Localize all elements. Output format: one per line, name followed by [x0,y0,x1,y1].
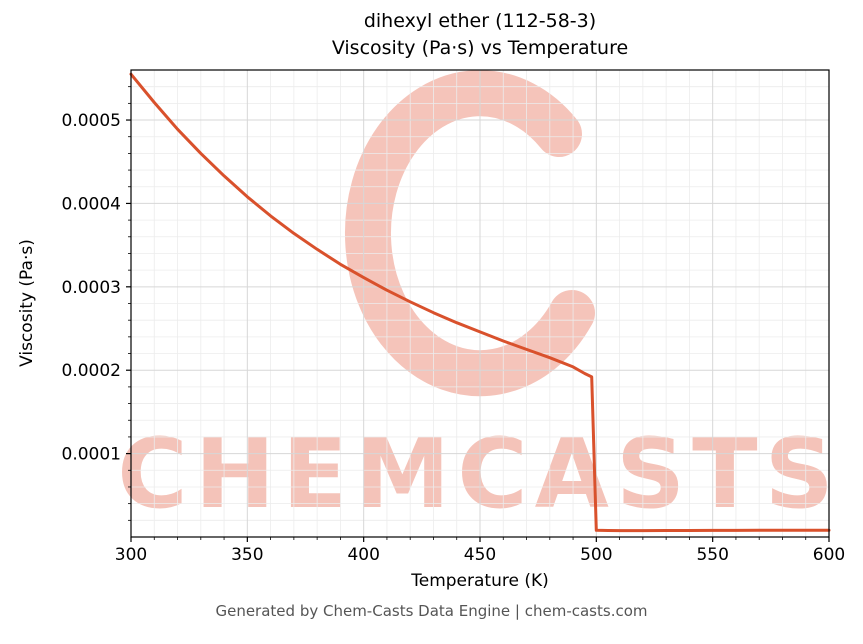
x-tick-label: 500 [580,545,612,565]
watermark: CHEMCASTS [117,70,840,530]
x-axis-label: Temperature (K) [411,571,549,591]
chart-title-quantity: Viscosity (Pa·s) vs Temperature [331,37,629,59]
y-tick-label: 0.0004 [62,194,121,214]
watermark-text: CHEMCASTS [117,418,840,530]
y-axis-label: Viscosity (Pa·s) [17,239,37,367]
y-tick-label: 0.0003 [62,278,121,298]
axis-minor-ticks [128,86,807,540]
x-tick-label: 450 [464,545,496,565]
y-tick-label: 0.0001 [62,445,121,465]
x-tick-label: 350 [231,545,263,565]
chemcasts-logo-icon [344,70,595,397]
footer-attribution: Generated by Chem-Casts Data Engine | ch… [215,602,648,620]
x-tick-label: 400 [347,545,379,565]
viscosity-line [129,72,831,533]
chart-title-compound: dihexyl ether (112-58-3) [363,10,597,32]
y-tick-label: 0.0002 [62,361,121,381]
tick-labels: 300 350 400 450 500 550 600 0.0001 0.0002 0.0003 0… [62,111,846,565]
axis-ticks [126,119,830,542]
y-tick-label: 0.0005 [62,111,121,131]
x-tick-label: 600 [813,545,845,565]
x-tick-label: 300 [115,545,147,565]
x-tick-label: 550 [696,545,728,565]
